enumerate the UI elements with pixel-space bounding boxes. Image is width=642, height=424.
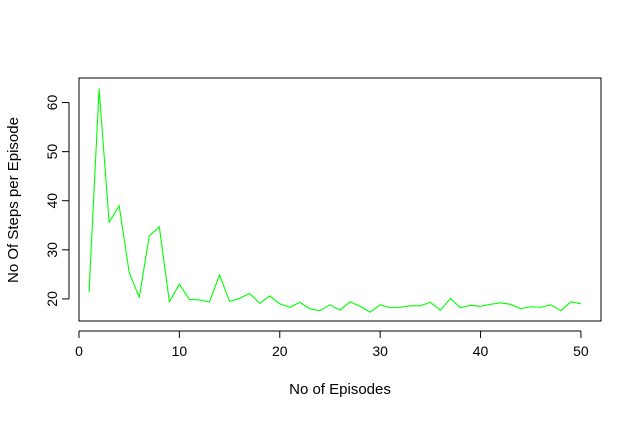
x-tick-label: 40 [473,343,489,359]
y-tick-label: 20 [44,291,60,307]
x-axis-label: No of Episodes [289,381,391,398]
x-axis: 0 10 20 30 40 50 [75,330,589,359]
plot-frame [78,77,602,322]
x-tick-label: 0 [75,343,83,359]
y-tick-label: 60 [44,95,60,111]
x-tick-label: 50 [573,343,589,359]
y-axis: 20 30 40 50 60 [44,95,70,307]
x-tick-label: 20 [272,343,288,359]
x-tick-label: 10 [172,343,188,359]
series-line [88,88,582,313]
y-tick-label: 30 [44,242,60,258]
x-tick-label: 30 [372,343,388,359]
series-layer [88,88,582,313]
y-tick-label: 50 [44,144,60,160]
y-tick-label: 40 [44,193,60,209]
y-axis-label: No Of Steps per Episode [5,117,22,283]
